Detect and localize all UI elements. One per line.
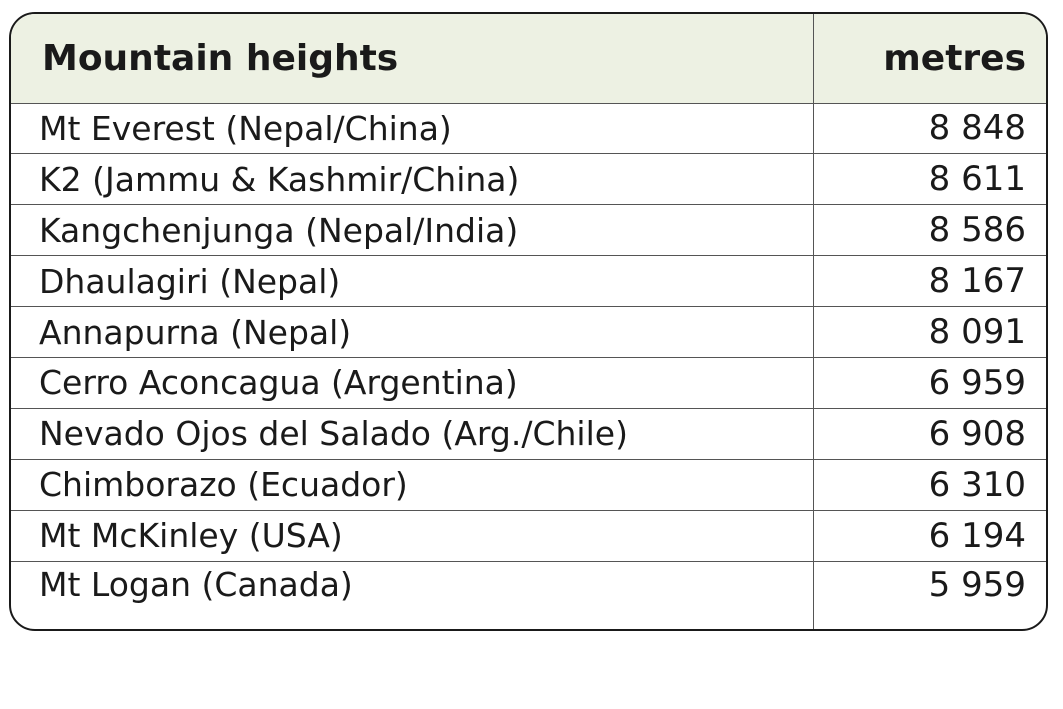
table-row: Mt Logan (Canada) 5 959	[11, 561, 1046, 629]
mountain-name-cell: Cerro Aconcagua (Argentina)	[11, 357, 813, 409]
mountain-name-cell: Chimborazo (Ecuador)	[11, 459, 813, 511]
table-body: Mt Everest (Nepal/China) 8 848 K2 (Jammu…	[11, 103, 1046, 629]
header-row: Mountain heights metres	[11, 14, 1046, 104]
mountain-name-cell: Mt Everest (Nepal/China)	[11, 103, 813, 155]
table-row: Mt McKinley (USA) 6 194	[11, 510, 1046, 562]
table-row: Annapurna (Nepal) 8 091	[11, 306, 1046, 358]
table-header: Mountain heights metres	[11, 14, 1046, 104]
column-header-mountain: Mountain heights	[11, 14, 813, 104]
height-cell: 6 959	[812, 357, 1046, 409]
mountain-name-cell: K2 (Jammu & Kashmir/China)	[11, 153, 813, 206]
mountain-heights-table-card: Mountain heights metres Mt Everest (Nepa…	[9, 12, 1048, 631]
height-cell: 8 586	[812, 204, 1046, 257]
table-row: Kangchenjunga (Nepal/India) 8 586	[11, 204, 1046, 257]
height-cell: 8 848	[812, 103, 1046, 155]
height-cell: 8 091	[812, 306, 1046, 358]
column-header-metres: metres	[812, 14, 1046, 104]
height-cell: 8 611	[812, 153, 1046, 206]
table-row: Mt Everest (Nepal/China) 8 848	[11, 103, 1046, 155]
mountain-heights-table: Mountain heights metres Mt Everest (Nepa…	[11, 14, 1046, 629]
table-row: Nevado Ojos del Salado (Arg./Chile) 6 90…	[11, 408, 1046, 460]
table-row: Dhaulagiri (Nepal) 8 167	[11, 255, 1046, 308]
height-cell: 5 959	[812, 561, 1046, 629]
mountain-name-cell: Mt McKinley (USA)	[11, 510, 813, 562]
height-cell: 6 194	[812, 510, 1046, 562]
table-row: Chimborazo (Ecuador) 6 310	[11, 459, 1046, 511]
height-cell: 6 908	[812, 408, 1046, 460]
mountain-name-cell: Annapurna (Nepal)	[11, 306, 813, 358]
mountain-name-cell: Mt Logan (Canada)	[39, 564, 353, 604]
mountain-name-cell: Nevado Ojos del Salado (Arg./Chile)	[11, 408, 813, 460]
height-cell: 6 310	[812, 459, 1046, 511]
mountain-name-cell: Kangchenjunga (Nepal/India)	[11, 204, 813, 257]
height-cell: 8 167	[812, 255, 1046, 308]
mountain-name-cell: Dhaulagiri (Nepal)	[11, 255, 813, 308]
table-row: K2 (Jammu & Kashmir/China) 8 611	[11, 153, 1046, 206]
table-row: Cerro Aconcagua (Argentina) 6 959	[11, 357, 1046, 409]
